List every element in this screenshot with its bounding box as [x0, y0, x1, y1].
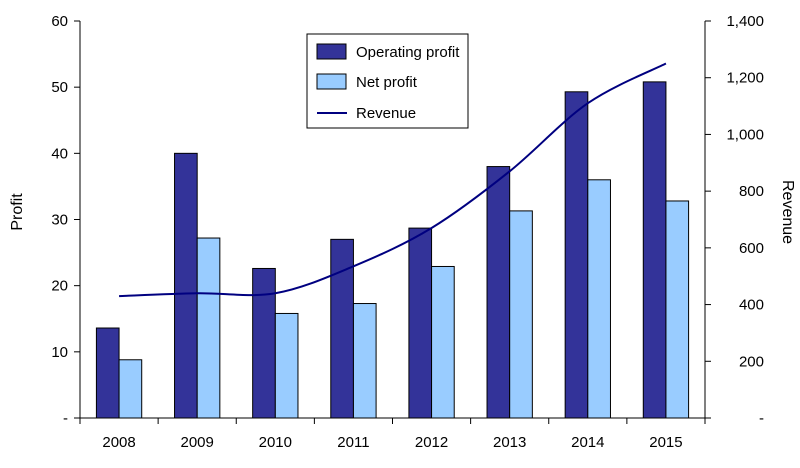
y-tick-label: -: [63, 410, 68, 427]
y-tick-label: 20: [51, 278, 68, 295]
x-tick-label: 2015: [649, 434, 682, 451]
x-tick-label: 2011: [337, 434, 369, 451]
bar-operating-profit-2014: [564, 91, 589, 419]
x-tick-label: 2009: [181, 434, 214, 451]
legend-swatch-operating-profit: [316, 43, 347, 60]
x-tick-label: 2012: [415, 434, 448, 451]
bar-operating-profit-2010: [252, 267, 276, 419]
bar-net-profit-2011: [352, 303, 377, 419]
x-tick-label: 2013: [493, 434, 526, 451]
legend-label-operating-profit: Operating profit: [356, 44, 460, 61]
bar-net-profit-2012: [431, 265, 455, 419]
bar-net-profit-2009: [196, 237, 221, 419]
bar-net-profit-2015: [665, 200, 690, 419]
legend-swatch-net-profit: [316, 73, 347, 90]
legend-label-net-profit: Net profit: [356, 74, 418, 91]
y-tick-label: 30: [51, 212, 68, 229]
bar-operating-profit-2013: [486, 166, 511, 419]
bar-net-profit-2010: [274, 312, 299, 419]
bar-net-profit-2008: [118, 359, 143, 419]
y2-tick-label: 1,400: [726, 13, 764, 30]
y2-tick-label: 1,200: [726, 70, 764, 87]
x-tick-label: 2014: [571, 434, 604, 451]
y-tick-label: 10: [51, 344, 68, 361]
legend: Operating profit Net profit Revenue: [306, 33, 469, 129]
y2-axis-title: Revenue: [779, 180, 796, 244]
bar-operating-profit-2012: [408, 227, 433, 419]
x-tick-label: 2008: [102, 434, 135, 451]
y2-tick-label: 1,000: [726, 126, 764, 143]
y-tick-label: 40: [51, 145, 68, 162]
bar-net-profit-2014: [587, 179, 611, 419]
x-tick-label: 2010: [259, 434, 292, 451]
tick-labels-layer: 2008 2009 2010 2011 2012 2013 2014 2015 - 10 20 30 4…: [51, 13, 764, 451]
legend-label-revenue: Revenue: [356, 105, 416, 122]
y2-tick-label: 400: [739, 297, 764, 314]
bar-operating-profit-2011: [330, 238, 354, 419]
bar-operating-profit-2008: [95, 327, 120, 419]
y-axis-title: Profit: [9, 193, 26, 231]
y-tick-label: 50: [51, 79, 68, 96]
y2-tick-label: 800: [739, 183, 764, 200]
y2-tick-label: 600: [739, 240, 764, 257]
bar-operating-profit-2009: [174, 152, 198, 419]
bar-net-profit-2013: [509, 210, 533, 419]
y2-tick-label: 200: [739, 353, 764, 370]
bar-operating-profit-2015: [642, 81, 667, 419]
axes-layer: [74, 20, 711, 424]
series-line-revenue: [119, 62, 667, 298]
y-tick-label: 60: [51, 13, 68, 30]
revenue-line-layer: [119, 62, 667, 298]
y2-tick-label: -: [759, 410, 764, 427]
